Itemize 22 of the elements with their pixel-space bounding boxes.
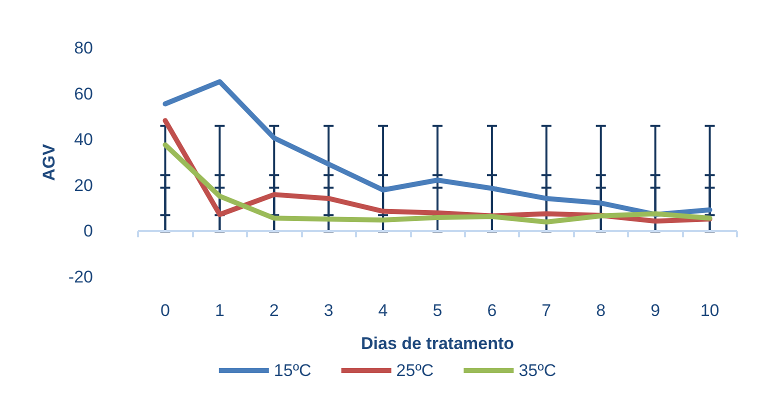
x-tick-label: 0	[160, 301, 170, 320]
legend-label: 15ºC	[274, 361, 312, 380]
x-tick-label: 4	[378, 301, 388, 320]
y-axis-title: AGV	[40, 143, 59, 181]
x-tick-label: 5	[432, 301, 442, 320]
x-tick-label: 3	[324, 301, 334, 320]
y-tick-label: 20	[74, 176, 93, 195]
x-tick-label: 9	[650, 301, 660, 320]
x-tick-label: 6	[487, 301, 497, 320]
y-tick-label: -20	[68, 268, 93, 286]
x-tick-label: 1	[214, 301, 224, 320]
x-tick-label: 10	[700, 301, 720, 320]
legend-label: 25ºC	[396, 361, 434, 380]
x-tick-label: 8	[596, 301, 606, 320]
y-tick-label: 80	[74, 38, 93, 58]
y-tick-label: 60	[74, 84, 93, 104]
legend-label: 35ºC	[518, 361, 556, 380]
x-tick-label: 2	[269, 301, 279, 320]
x-axis-title: Dias de tratamento	[360, 334, 514, 353]
y-tick-label: 0	[84, 222, 93, 241]
y-tick-label: 40	[74, 130, 93, 150]
x-tick-label: 7	[542, 301, 552, 320]
